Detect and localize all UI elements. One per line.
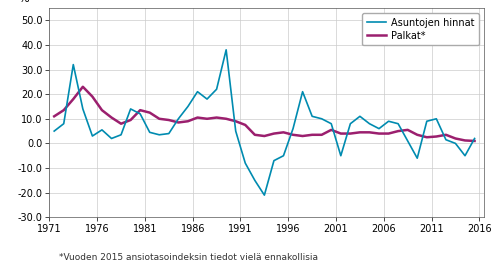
Asuntojen hinnat	[175, 117, 181, 120]
Palkat*	[433, 135, 439, 138]
Asuntojen hinnat	[347, 122, 353, 125]
Palkat*	[319, 133, 325, 136]
Asuntojen hinnat	[472, 137, 478, 140]
Asuntojen hinnat	[424, 120, 430, 123]
Palkat*	[347, 132, 353, 135]
Palkat*	[137, 109, 143, 112]
Asuntojen hinnat	[147, 131, 153, 134]
Asuntojen hinnat	[51, 130, 57, 133]
Asuntojen hinnat	[213, 88, 219, 91]
Palkat*	[472, 139, 478, 143]
Asuntojen hinnat	[61, 122, 67, 125]
Asuntojen hinnat	[290, 127, 296, 130]
Palkat*	[329, 128, 334, 131]
Palkat*	[89, 95, 95, 98]
Palkat*	[223, 117, 229, 120]
Palkat*	[453, 137, 458, 140]
Asuntojen hinnat	[405, 139, 411, 143]
Palkat*	[61, 109, 67, 112]
Palkat*	[281, 131, 287, 134]
Asuntojen hinnat	[338, 154, 344, 157]
Legend: Asuntojen hinnat, Palkat*: Asuntojen hinnat, Palkat*	[362, 13, 479, 46]
Palkat*	[338, 132, 344, 135]
Line: Asuntojen hinnat: Asuntojen hinnat	[54, 50, 475, 195]
Palkat*	[242, 123, 248, 126]
Asuntojen hinnat	[261, 193, 267, 197]
Palkat*	[213, 116, 219, 119]
Palkat*	[261, 134, 267, 138]
Asuntojen hinnat	[309, 115, 315, 118]
Asuntojen hinnat	[386, 120, 392, 123]
Asuntojen hinnat	[433, 117, 439, 120]
Palkat*	[443, 133, 449, 136]
Palkat*	[367, 131, 372, 134]
Asuntojen hinnat	[156, 133, 162, 136]
Asuntojen hinnat	[376, 127, 382, 130]
Asuntojen hinnat	[223, 48, 229, 51]
Asuntojen hinnat	[319, 117, 325, 120]
Asuntojen hinnat	[329, 122, 334, 125]
Palkat*	[204, 117, 210, 120]
Asuntojen hinnat	[395, 122, 401, 125]
Palkat*	[127, 118, 133, 122]
Asuntojen hinnat	[70, 63, 76, 66]
Palkat*	[300, 134, 306, 138]
Asuntojen hinnat	[233, 130, 239, 133]
Asuntojen hinnat	[367, 122, 372, 125]
Asuntojen hinnat	[242, 162, 248, 165]
Palkat*	[233, 120, 239, 123]
Asuntojen hinnat	[137, 112, 143, 116]
Asuntojen hinnat	[443, 138, 449, 141]
Asuntojen hinnat	[271, 159, 277, 162]
Palkat*	[185, 120, 191, 123]
Asuntojen hinnat	[462, 154, 468, 157]
Palkat*	[252, 133, 258, 136]
Asuntojen hinnat	[80, 107, 86, 111]
Palkat*	[147, 111, 153, 114]
Palkat*	[386, 132, 392, 135]
Asuntojen hinnat	[204, 98, 210, 101]
Palkat*	[70, 98, 76, 101]
Asuntojen hinnat	[414, 157, 420, 160]
Asuntojen hinnat	[252, 179, 258, 182]
Asuntojen hinnat	[99, 128, 105, 131]
Palkat*	[271, 132, 277, 135]
Palkat*	[462, 139, 468, 142]
Palkat*	[405, 128, 411, 131]
Palkat*	[175, 121, 181, 124]
Asuntojen hinnat	[166, 132, 172, 135]
Asuntojen hinnat	[195, 90, 201, 93]
Y-axis label: %: %	[18, 0, 29, 4]
Palkat*	[80, 85, 86, 88]
Palkat*	[195, 116, 201, 119]
Palkat*	[156, 117, 162, 120]
Palkat*	[414, 133, 420, 136]
Asuntojen hinnat	[118, 133, 124, 136]
Palkat*	[51, 115, 57, 118]
Palkat*	[357, 131, 363, 134]
Palkat*	[395, 130, 401, 133]
Palkat*	[376, 132, 382, 135]
Asuntojen hinnat	[453, 142, 458, 145]
Line: Palkat*: Palkat*	[54, 87, 475, 141]
Palkat*	[109, 116, 115, 119]
Text: *Vuoden 2015 ansiotasoindeksin tiedot vielä ennakollisia: *Vuoden 2015 ansiotasoindeksin tiedot vi…	[59, 253, 318, 262]
Asuntojen hinnat	[89, 134, 95, 138]
Asuntojen hinnat	[185, 105, 191, 108]
Palkat*	[424, 136, 430, 139]
Palkat*	[118, 122, 124, 125]
Palkat*	[166, 118, 172, 122]
Palkat*	[309, 133, 315, 136]
Asuntojen hinnat	[281, 154, 287, 157]
Asuntojen hinnat	[109, 137, 115, 140]
Palkat*	[99, 109, 105, 112]
Asuntojen hinnat	[357, 115, 363, 118]
Palkat*	[290, 133, 296, 136]
Asuntojen hinnat	[127, 107, 133, 111]
Asuntojen hinnat	[300, 90, 306, 93]
